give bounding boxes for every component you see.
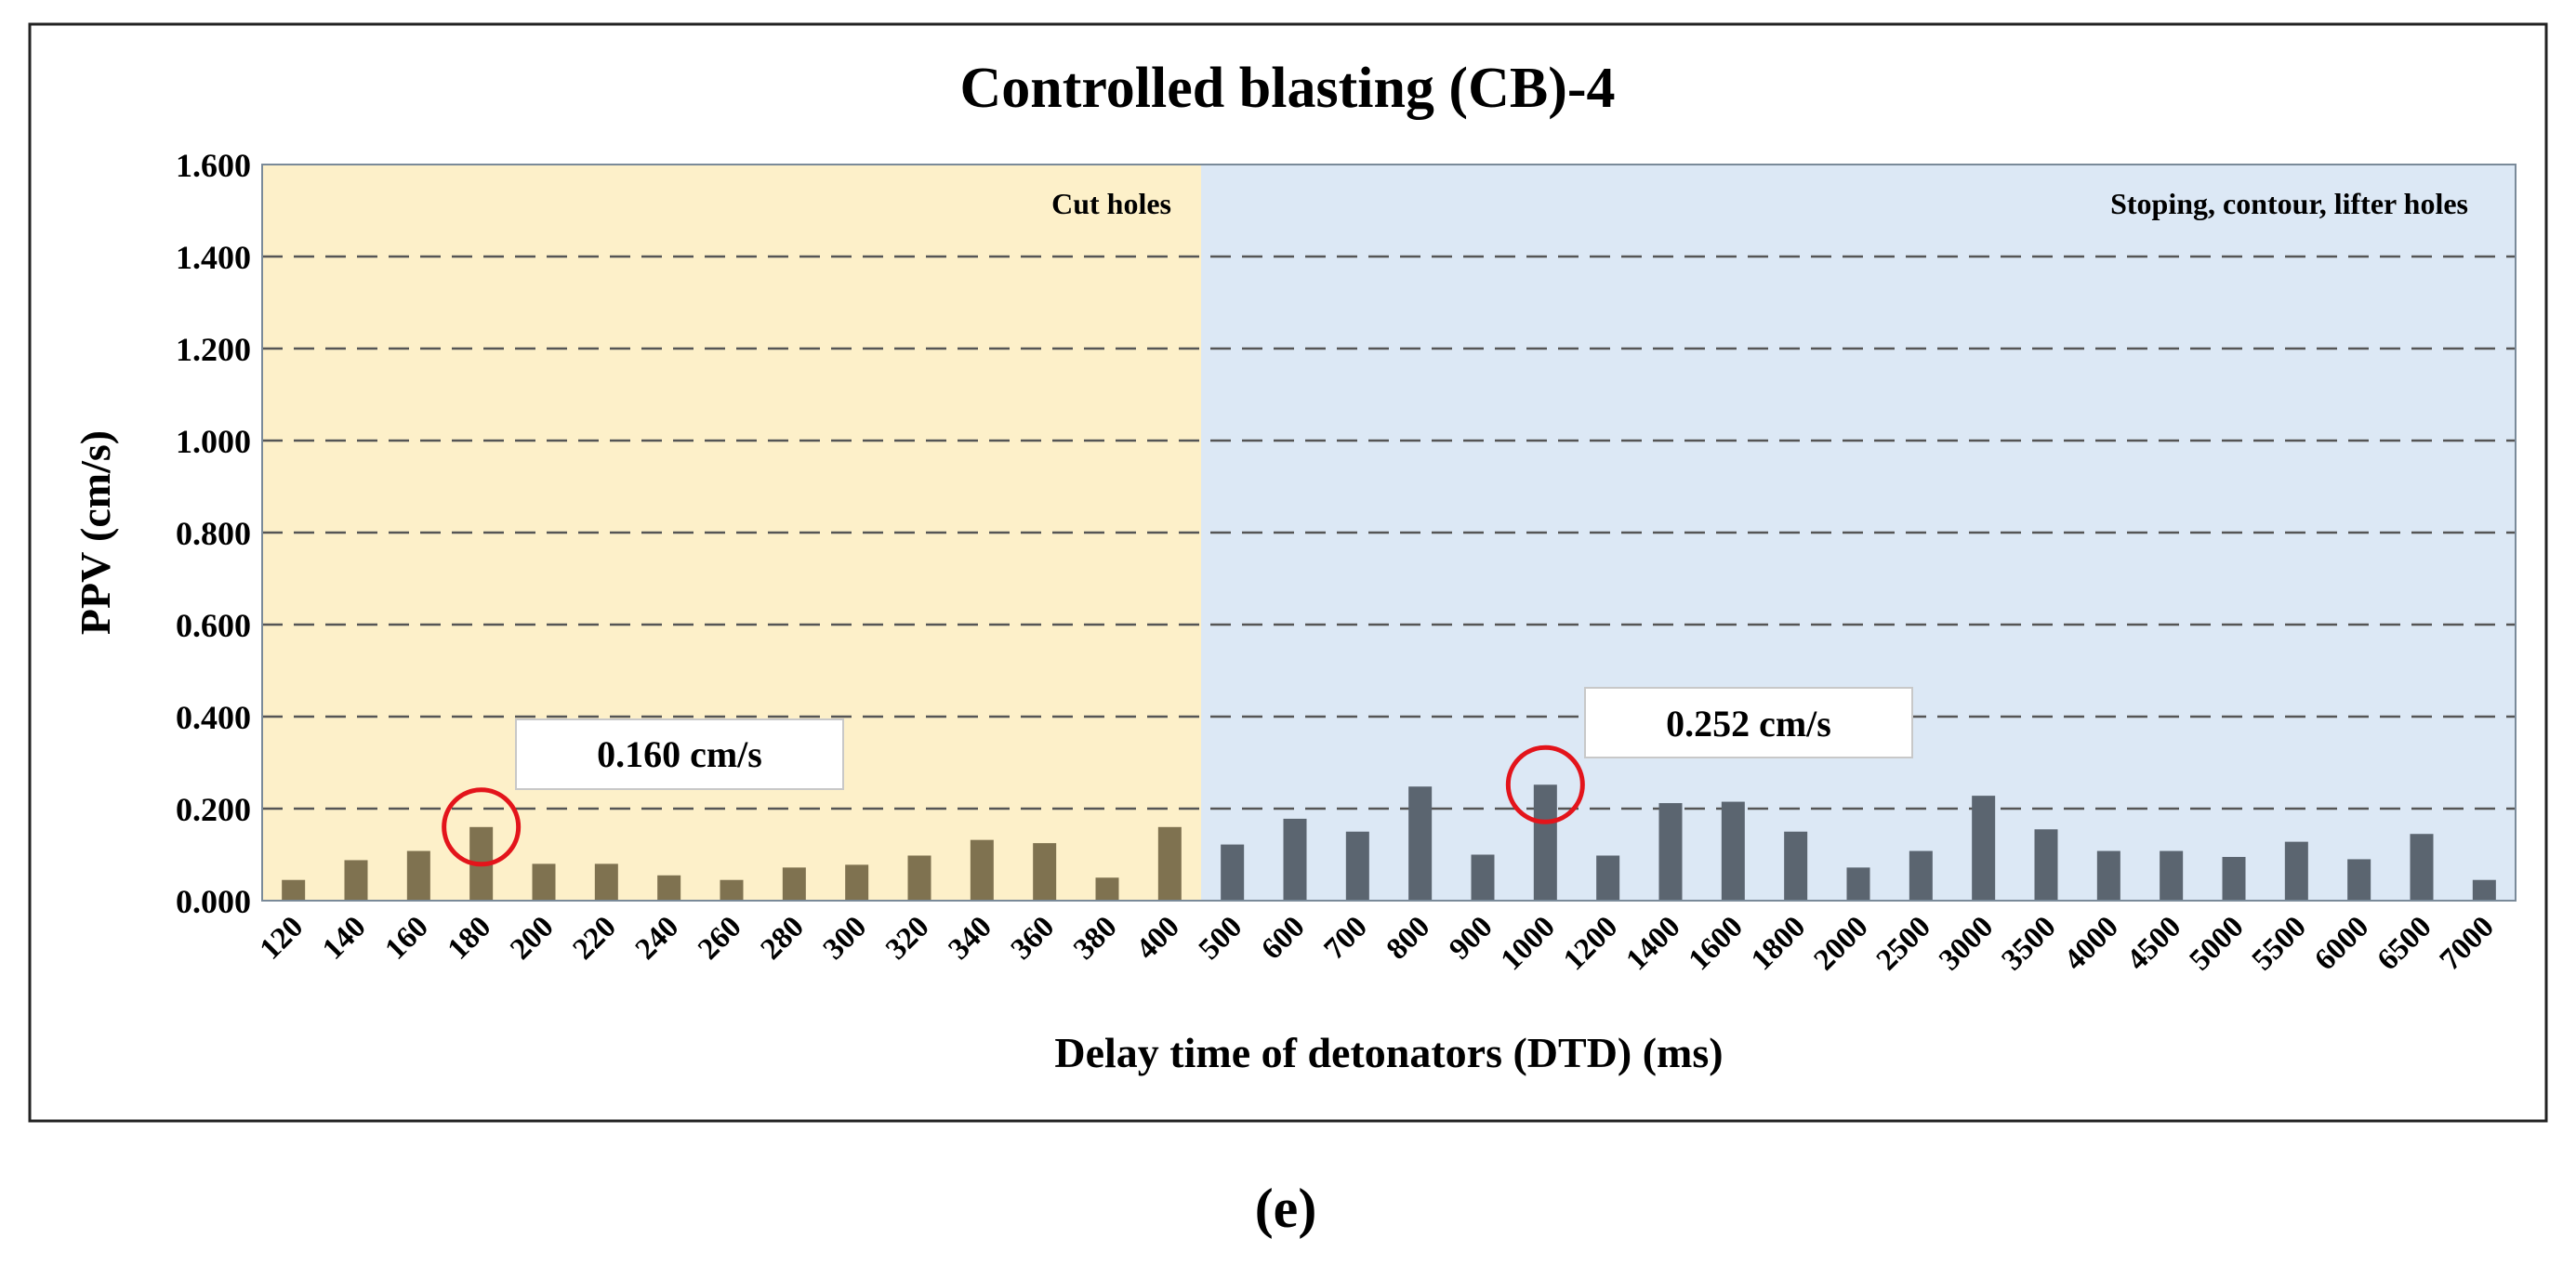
bar-2000: [1846, 867, 1870, 901]
y-tick-label: 0.200: [176, 791, 251, 828]
figure-caption: (e): [1255, 1178, 1317, 1239]
bar-340: [970, 839, 994, 901]
bar-7000: [2472, 879, 2496, 901]
bar-1200: [1596, 855, 1620, 901]
highlight-circle-2: [1505, 745, 1585, 824]
y-tick-label: 0.000: [176, 883, 251, 920]
bar-140: [344, 860, 368, 901]
bar-5500: [2284, 841, 2308, 901]
y-tick-label: 0.400: [176, 699, 251, 736]
bar-5000: [2222, 856, 2246, 901]
bar-300: [845, 864, 869, 901]
bar-3000: [1972, 796, 1996, 901]
y-tick-label: 0.800: [176, 515, 251, 552]
bar-500: [1221, 844, 1245, 901]
gridlines: [262, 255, 2516, 902]
bar-200: [532, 863, 556, 901]
region-label-cut-holes: Cut holes: [1051, 187, 1171, 220]
y-tick-label: 1.000: [176, 423, 251, 460]
bar-260: [720, 879, 744, 901]
annotation-box-1: [515, 718, 844, 790]
x-axis-label: Delay time of detonators (DTD) (ms): [1054, 1029, 1723, 1076]
bars: [282, 784, 2496, 901]
y-tick-label: 0.600: [176, 607, 251, 644]
y-tick-labels: 0.000 0.200 0.400 0.600 0.800 1.000 1.200 1.400…: [176, 147, 251, 920]
bar-240: [657, 875, 681, 901]
annotation-label-2: 0.252 cm/s: [1666, 703, 1831, 745]
bar-2500: [1909, 850, 1933, 901]
bar-280: [782, 867, 806, 901]
bar-1000: [1533, 784, 1557, 901]
bar-4500: [2160, 850, 2184, 901]
y-tick-label: 1.400: [176, 239, 251, 276]
bar-1800: [1784, 831, 1808, 901]
annotation-box-2: [1584, 687, 1913, 758]
bar-6500: [2410, 834, 2434, 901]
bar-600: [1283, 818, 1307, 901]
bar-700: [1345, 831, 1369, 901]
bar-160: [406, 850, 430, 901]
chart-title: Controlled blasting (CB)-4: [959, 57, 1615, 120]
bar-360: [1033, 843, 1057, 901]
bar-1400: [1658, 803, 1683, 901]
bar-320: [907, 855, 931, 901]
bar-6000: [2347, 859, 2371, 901]
y-axis-label: PPV (cm/s): [72, 430, 119, 635]
y-tick-label: 1.200: [176, 331, 251, 368]
plot-area-border: [261, 164, 2517, 902]
bar-3500: [2034, 829, 2058, 901]
bar-4000: [2096, 850, 2120, 901]
bar-1600: [1721, 801, 1745, 901]
bar-120: [282, 879, 306, 901]
bar-220: [594, 863, 618, 901]
highlight-circle-1: [442, 787, 522, 867]
bar-380: [1095, 877, 1119, 901]
bar-800: [1408, 786, 1433, 901]
bar-400: [1157, 826, 1182, 901]
annotation-label-1: 0.160 cm/s: [597, 733, 762, 775]
y-tick-label: 1.600: [176, 147, 251, 184]
region-label-stoping-holes: Stoping, contour, lifter holes: [2110, 187, 2468, 220]
bar-900: [1471, 854, 1495, 901]
annotations: 0.160 cm/s 0.252 cm/s: [442, 687, 1913, 867]
